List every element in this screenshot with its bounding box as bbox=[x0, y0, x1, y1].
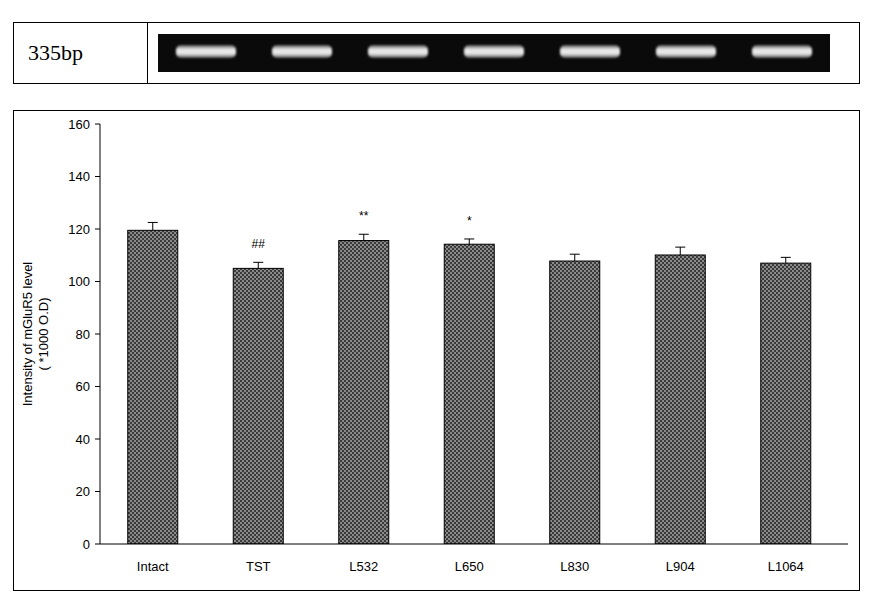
y-tick bbox=[95, 229, 100, 230]
error-bar bbox=[570, 254, 580, 261]
y-tick bbox=[95, 491, 100, 492]
y-tick-label: 100 bbox=[68, 274, 90, 289]
y-axis-label: Intensity of mGluR5 level( *1000 O.D) bbox=[20, 262, 51, 407]
gel-band bbox=[176, 45, 236, 58]
error-bar bbox=[148, 222, 158, 230]
bar bbox=[655, 255, 705, 544]
error-bar bbox=[464, 239, 474, 244]
bar bbox=[339, 241, 389, 544]
y-tick bbox=[95, 176, 100, 177]
y-tick bbox=[95, 334, 100, 335]
bar bbox=[233, 268, 283, 544]
y-tick bbox=[95, 386, 100, 387]
y-tick bbox=[95, 544, 100, 545]
x-axis bbox=[100, 544, 848, 545]
annotation: ** bbox=[359, 209, 369, 223]
y-tick-label: 20 bbox=[76, 484, 90, 499]
gel-band bbox=[560, 45, 620, 58]
error-bar bbox=[675, 247, 685, 255]
error-bar bbox=[253, 262, 263, 268]
x-tick-label: TST bbox=[246, 559, 271, 574]
x-tick-label: L904 bbox=[666, 559, 695, 574]
annotation: ## bbox=[252, 237, 266, 251]
error-bar bbox=[781, 257, 791, 263]
x-tick-label: L1064 bbox=[768, 559, 804, 574]
bar bbox=[444, 244, 494, 544]
gel-band bbox=[464, 45, 524, 58]
y-tick-label: 60 bbox=[76, 379, 90, 394]
gel-frame bbox=[14, 23, 860, 84]
gel-panel: 335bp bbox=[14, 23, 860, 84]
gel-image bbox=[158, 34, 830, 72]
error-bar bbox=[359, 234, 369, 240]
y-tick bbox=[95, 124, 100, 125]
annotation: * bbox=[467, 214, 472, 228]
x-tick-label: L532 bbox=[349, 559, 378, 574]
bar bbox=[550, 261, 600, 544]
gel-divider bbox=[147, 23, 148, 84]
y-tick-label: 40 bbox=[76, 432, 90, 447]
y-tick bbox=[95, 281, 100, 282]
gel-band bbox=[272, 45, 332, 58]
bar bbox=[128, 230, 178, 544]
y-tick-label: 120 bbox=[68, 222, 90, 237]
bar bbox=[761, 263, 811, 544]
y-tick bbox=[95, 439, 100, 440]
gel-band bbox=[752, 45, 812, 58]
bars bbox=[128, 222, 811, 544]
chart-frame bbox=[14, 111, 860, 591]
y-tick-label: 140 bbox=[68, 169, 90, 184]
y-tick-label: 0 bbox=[83, 537, 90, 552]
gel-band bbox=[368, 45, 428, 58]
x-tick-label: L650 bbox=[455, 559, 484, 574]
x-tick-label: Intact bbox=[137, 559, 169, 574]
x-tick-label: L830 bbox=[560, 559, 589, 574]
figure: 335bp 0 20 40 60 80 100 120 140 160 Intact TST L532 L… bbox=[0, 0, 878, 593]
gel-label: 335bp bbox=[28, 40, 83, 65]
y-tick-label: 160 bbox=[68, 117, 90, 132]
y-tick-label: 80 bbox=[76, 327, 90, 342]
gel-band bbox=[656, 45, 716, 58]
